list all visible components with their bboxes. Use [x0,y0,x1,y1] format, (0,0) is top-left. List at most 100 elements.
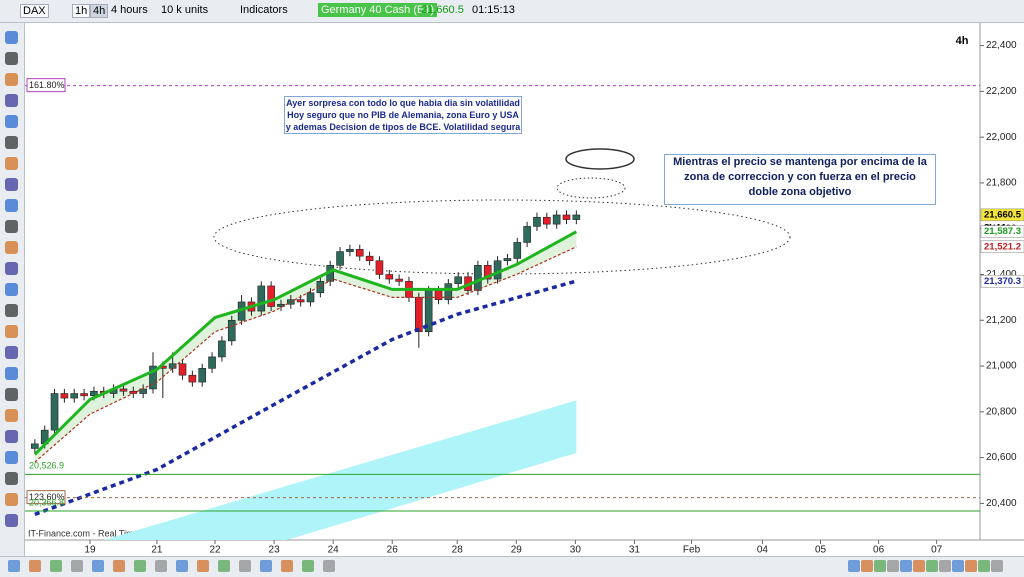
tool-icon[interactable] [218,560,230,572]
tool-icon[interactable] [5,73,18,86]
tool-icon[interactable] [991,560,1003,572]
symbol[interactable]: DAX [20,4,49,18]
candle-body [474,265,482,291]
price-tag-label: 21,587.3 [984,226,1021,237]
tool-icon[interactable] [134,560,146,572]
price-tag [980,240,1024,253]
timeframe[interactable]: 1h [72,4,91,18]
tool-icon[interactable] [926,560,938,572]
price: 21,660.5 [421,4,464,16]
tool-icon[interactable] [5,346,18,359]
tool-icon[interactable] [29,560,41,572]
tool-icon[interactable] [197,560,209,572]
tool-icon[interactable] [92,560,104,572]
tool-icon[interactable] [5,325,18,338]
tool-icon[interactable] [5,514,18,527]
tool-icon[interactable] [939,560,951,572]
tool-icon[interactable] [50,560,62,572]
x-tick-label: 31 [629,545,641,556]
x-tick-label: 05 [815,545,827,556]
candle-body [227,319,236,342]
level-box [26,78,66,93]
tool-icon[interactable] [913,560,925,572]
price-tag-label: 21,370.3 [984,276,1021,287]
tool-icon[interactable] [5,388,18,401]
tool-icon[interactable] [239,560,251,572]
candle-body [60,393,69,399]
tool-icon[interactable] [323,560,335,572]
tool-icon[interactable] [71,560,83,572]
drawing-toolbar [0,23,25,556]
tool-icon[interactable] [5,409,18,422]
y-tick-label: 21,000 [986,361,1017,372]
tool-icon[interactable] [900,560,912,572]
candle-body [533,216,541,227]
tool-icon[interactable] [8,560,20,572]
x-tick-label: 07 [931,545,943,556]
candle-body [287,299,295,305]
tool-icon[interactable] [113,560,125,572]
timeframe[interactable]: 4h [90,4,109,18]
tool-icon[interactable] [848,560,860,572]
instrument[interactable]: Germany 40 Cash (E1) [318,3,438,17]
candle-body [257,285,266,312]
clock: 01:15:13 [472,4,515,16]
y-tick-label: 21,800 [986,178,1017,189]
zone-ellipse [565,148,635,170]
candle-body [434,290,443,300]
tool-icon[interactable] [5,451,18,464]
tool-icon[interactable] [978,560,990,572]
price-tag-label: 21,521.2 [984,241,1021,252]
toolbar: DAX 1h 4h 4 hours 10 k units Indicators … [0,0,1024,23]
tool-icon[interactable] [5,304,18,317]
tool-icon[interactable] [5,430,18,443]
tool-icon[interactable] [155,560,167,572]
candle-body [365,255,374,262]
tool-icon[interactable] [5,262,18,275]
candle-body [109,388,118,394]
tool-icon[interactable] [5,157,18,170]
tool-icon[interactable] [5,31,18,44]
tool-icon[interactable] [5,94,18,107]
units[interactable]: 10 k units [161,4,209,16]
tool-icon[interactable] [5,493,18,506]
tool-icon[interactable] [176,560,188,572]
candle-body [208,356,216,369]
tool-icon[interactable] [5,199,18,212]
tool-icon[interactable] [887,560,899,572]
zone-ellipse [213,199,791,275]
x-tick-label: 24 [328,545,340,556]
tool-icon[interactable] [281,560,293,572]
x-tick-label: Feb [683,545,701,556]
period[interactable]: 4 hours [111,4,148,16]
tool-icon[interactable] [5,367,18,380]
tool-icon[interactable] [302,560,314,572]
tool-icon[interactable] [5,283,18,296]
tool-icon[interactable] [5,472,18,485]
candle-body [247,301,256,312]
candle-body [80,393,88,397]
x-tick-label: 19 [84,545,96,556]
candle-body [326,265,335,282]
tool-icon[interactable] [5,220,18,233]
tool-icon[interactable] [874,560,886,572]
candle-body [218,340,226,358]
x-tick-label: 29 [511,545,523,556]
y-tick-label: 21,600 [986,223,1017,234]
annotation: Ayer sorpresa con todo lo que habia dia … [284,96,522,134]
timeframe-label: 4h [956,35,969,47]
x-tick-label: 23 [269,545,281,556]
annotation-line: doble zona objetivo [748,186,852,198]
tool-icon[interactable] [861,560,873,572]
tool-icon[interactable] [952,560,964,572]
tool-icon[interactable] [5,115,18,128]
tool-icon[interactable] [260,560,272,572]
indicators[interactable]: Indicators [240,4,288,16]
tool-icon[interactable] [5,52,18,65]
tool-icon[interactable] [965,560,977,572]
tool-icon[interactable] [5,178,18,191]
tool-icon[interactable] [5,136,18,149]
tool-icon[interactable] [5,241,18,254]
candle-body [336,251,344,266]
